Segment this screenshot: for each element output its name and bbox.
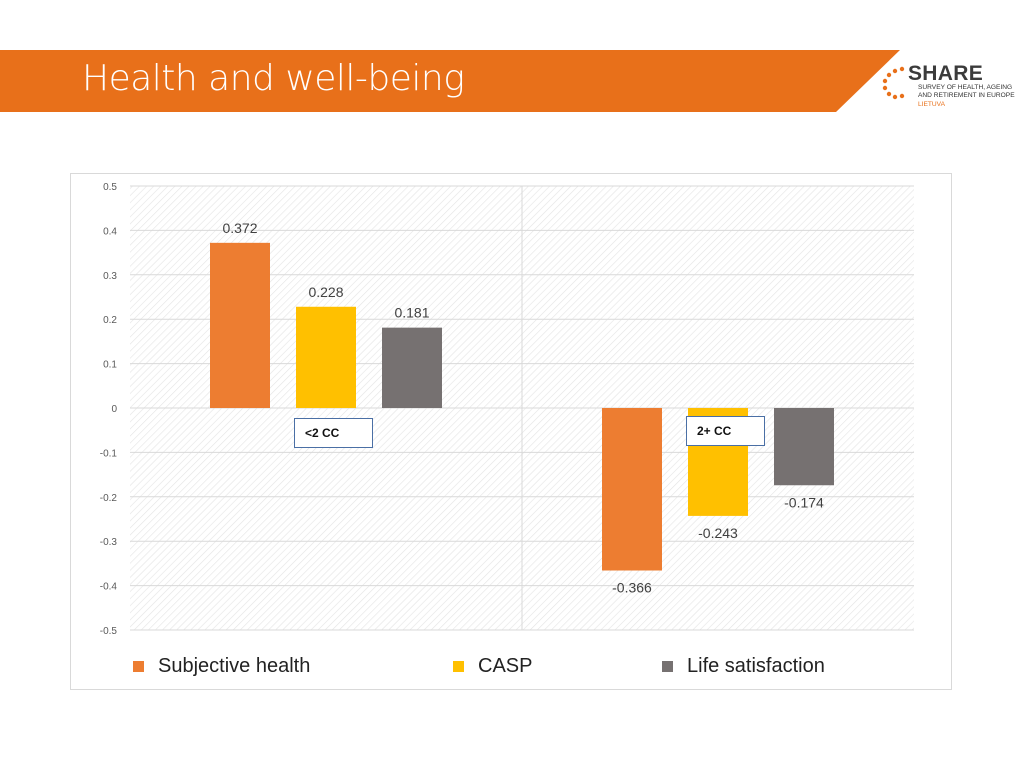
y-tick-label: 0.5 xyxy=(103,182,117,193)
y-tick-label: 0.3 xyxy=(103,271,117,282)
logo-subtitle-line2: and Retirement in Europe xyxy=(918,92,1015,99)
header-band-shape xyxy=(0,50,900,112)
y-tick-label: -0.3 xyxy=(100,537,118,548)
page-title: Health and well-being xyxy=(82,58,465,99)
share-logo: SHARE Survey of Health, Ageing and Retir… xyxy=(880,55,1020,113)
y-tick-label: -0.4 xyxy=(100,582,118,593)
legend-item-subjective-health[interactable]: Subjective health xyxy=(133,655,310,677)
category-label-lt2cc: <2 CC xyxy=(294,418,373,448)
y-tick-label: 0.1 xyxy=(103,360,117,371)
legend-swatch-subjective-health xyxy=(133,660,144,672)
category-label-2pluscc: 2+ CC xyxy=(686,416,765,446)
legend-swatch-life-satisfaction xyxy=(662,660,673,672)
data-label: 0.228 xyxy=(308,284,343,300)
logo-wordmark: SHARE xyxy=(908,62,984,85)
share-logo-icon xyxy=(882,66,905,100)
y-tick-label: 0 xyxy=(111,404,117,415)
y-tick-label: -0.1 xyxy=(100,448,118,459)
logo-subtitle-line1: Survey of Health, Ageing xyxy=(918,84,1013,91)
y-tick-label: 0.4 xyxy=(103,226,117,237)
legend-swatch-casp xyxy=(453,660,464,672)
y-tick-label: 0.2 xyxy=(103,315,117,326)
bar-subjective-health xyxy=(210,242,270,408)
data-label: -0.366 xyxy=(612,580,652,596)
header-band xyxy=(0,50,1024,112)
y-tick-label: -0.2 xyxy=(100,493,118,504)
legend-label: CASP xyxy=(478,654,533,677)
data-label: -0.174 xyxy=(784,494,824,510)
legend-item-life-satisfaction[interactable]: Life satisfaction xyxy=(662,655,825,677)
logo-country: Lietuva xyxy=(918,101,945,108)
data-label: 0.181 xyxy=(394,305,429,321)
bar-life-satisfaction xyxy=(382,327,442,408)
legend-label: Life satisfaction xyxy=(687,654,825,677)
bar-casp xyxy=(296,306,356,408)
bar-subjective-health xyxy=(602,408,662,571)
legend-label: Subjective health xyxy=(158,654,311,677)
bar-life-satisfaction xyxy=(774,408,834,486)
data-label: 0.372 xyxy=(222,220,257,236)
logo-subtitle: Survey of Health, Ageing and Retirement … xyxy=(918,84,1022,100)
y-tick-label: -0.5 xyxy=(100,626,118,637)
data-label: -0.243 xyxy=(698,525,738,541)
legend-item-casp[interactable]: CASP xyxy=(453,655,532,677)
